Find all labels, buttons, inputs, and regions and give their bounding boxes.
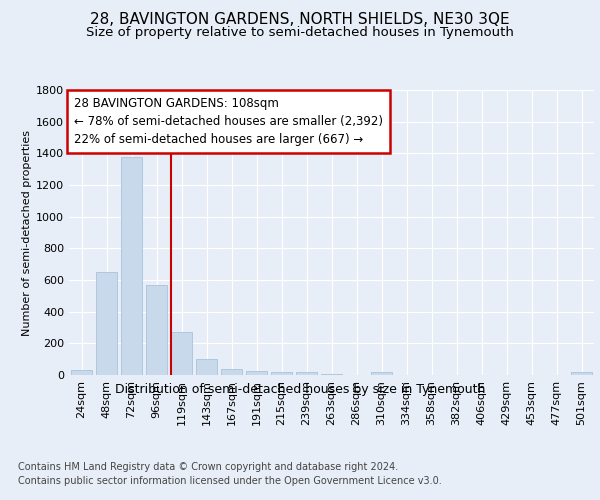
- Y-axis label: Number of semi-detached properties: Number of semi-detached properties: [22, 130, 32, 336]
- Text: Contains HM Land Registry data © Crown copyright and database right 2024.: Contains HM Land Registry data © Crown c…: [18, 462, 398, 472]
- Bar: [221, 370, 242, 375]
- Text: 28 BAVINGTON GARDENS: 108sqm
← 78% of semi-detached houses are smaller (2,392)
2: 28 BAVINGTON GARDENS: 108sqm ← 78% of se…: [74, 97, 383, 146]
- Bar: [71, 370, 92, 375]
- Text: 28, BAVINGTON GARDENS, NORTH SHIELDS, NE30 3QE: 28, BAVINGTON GARDENS, NORTH SHIELDS, NE…: [90, 12, 510, 28]
- Bar: [196, 359, 217, 375]
- Bar: [571, 372, 592, 375]
- Text: Distribution of semi-detached houses by size in Tynemouth: Distribution of semi-detached houses by …: [115, 382, 485, 396]
- Bar: [121, 156, 142, 375]
- Bar: [321, 374, 342, 375]
- Bar: [146, 285, 167, 375]
- Bar: [246, 371, 267, 375]
- Bar: [371, 372, 392, 375]
- Bar: [96, 272, 117, 375]
- Text: Size of property relative to semi-detached houses in Tynemouth: Size of property relative to semi-detach…: [86, 26, 514, 39]
- Bar: [296, 372, 317, 375]
- Bar: [171, 332, 192, 375]
- Bar: [271, 372, 292, 375]
- Text: Contains public sector information licensed under the Open Government Licence v3: Contains public sector information licen…: [18, 476, 442, 486]
